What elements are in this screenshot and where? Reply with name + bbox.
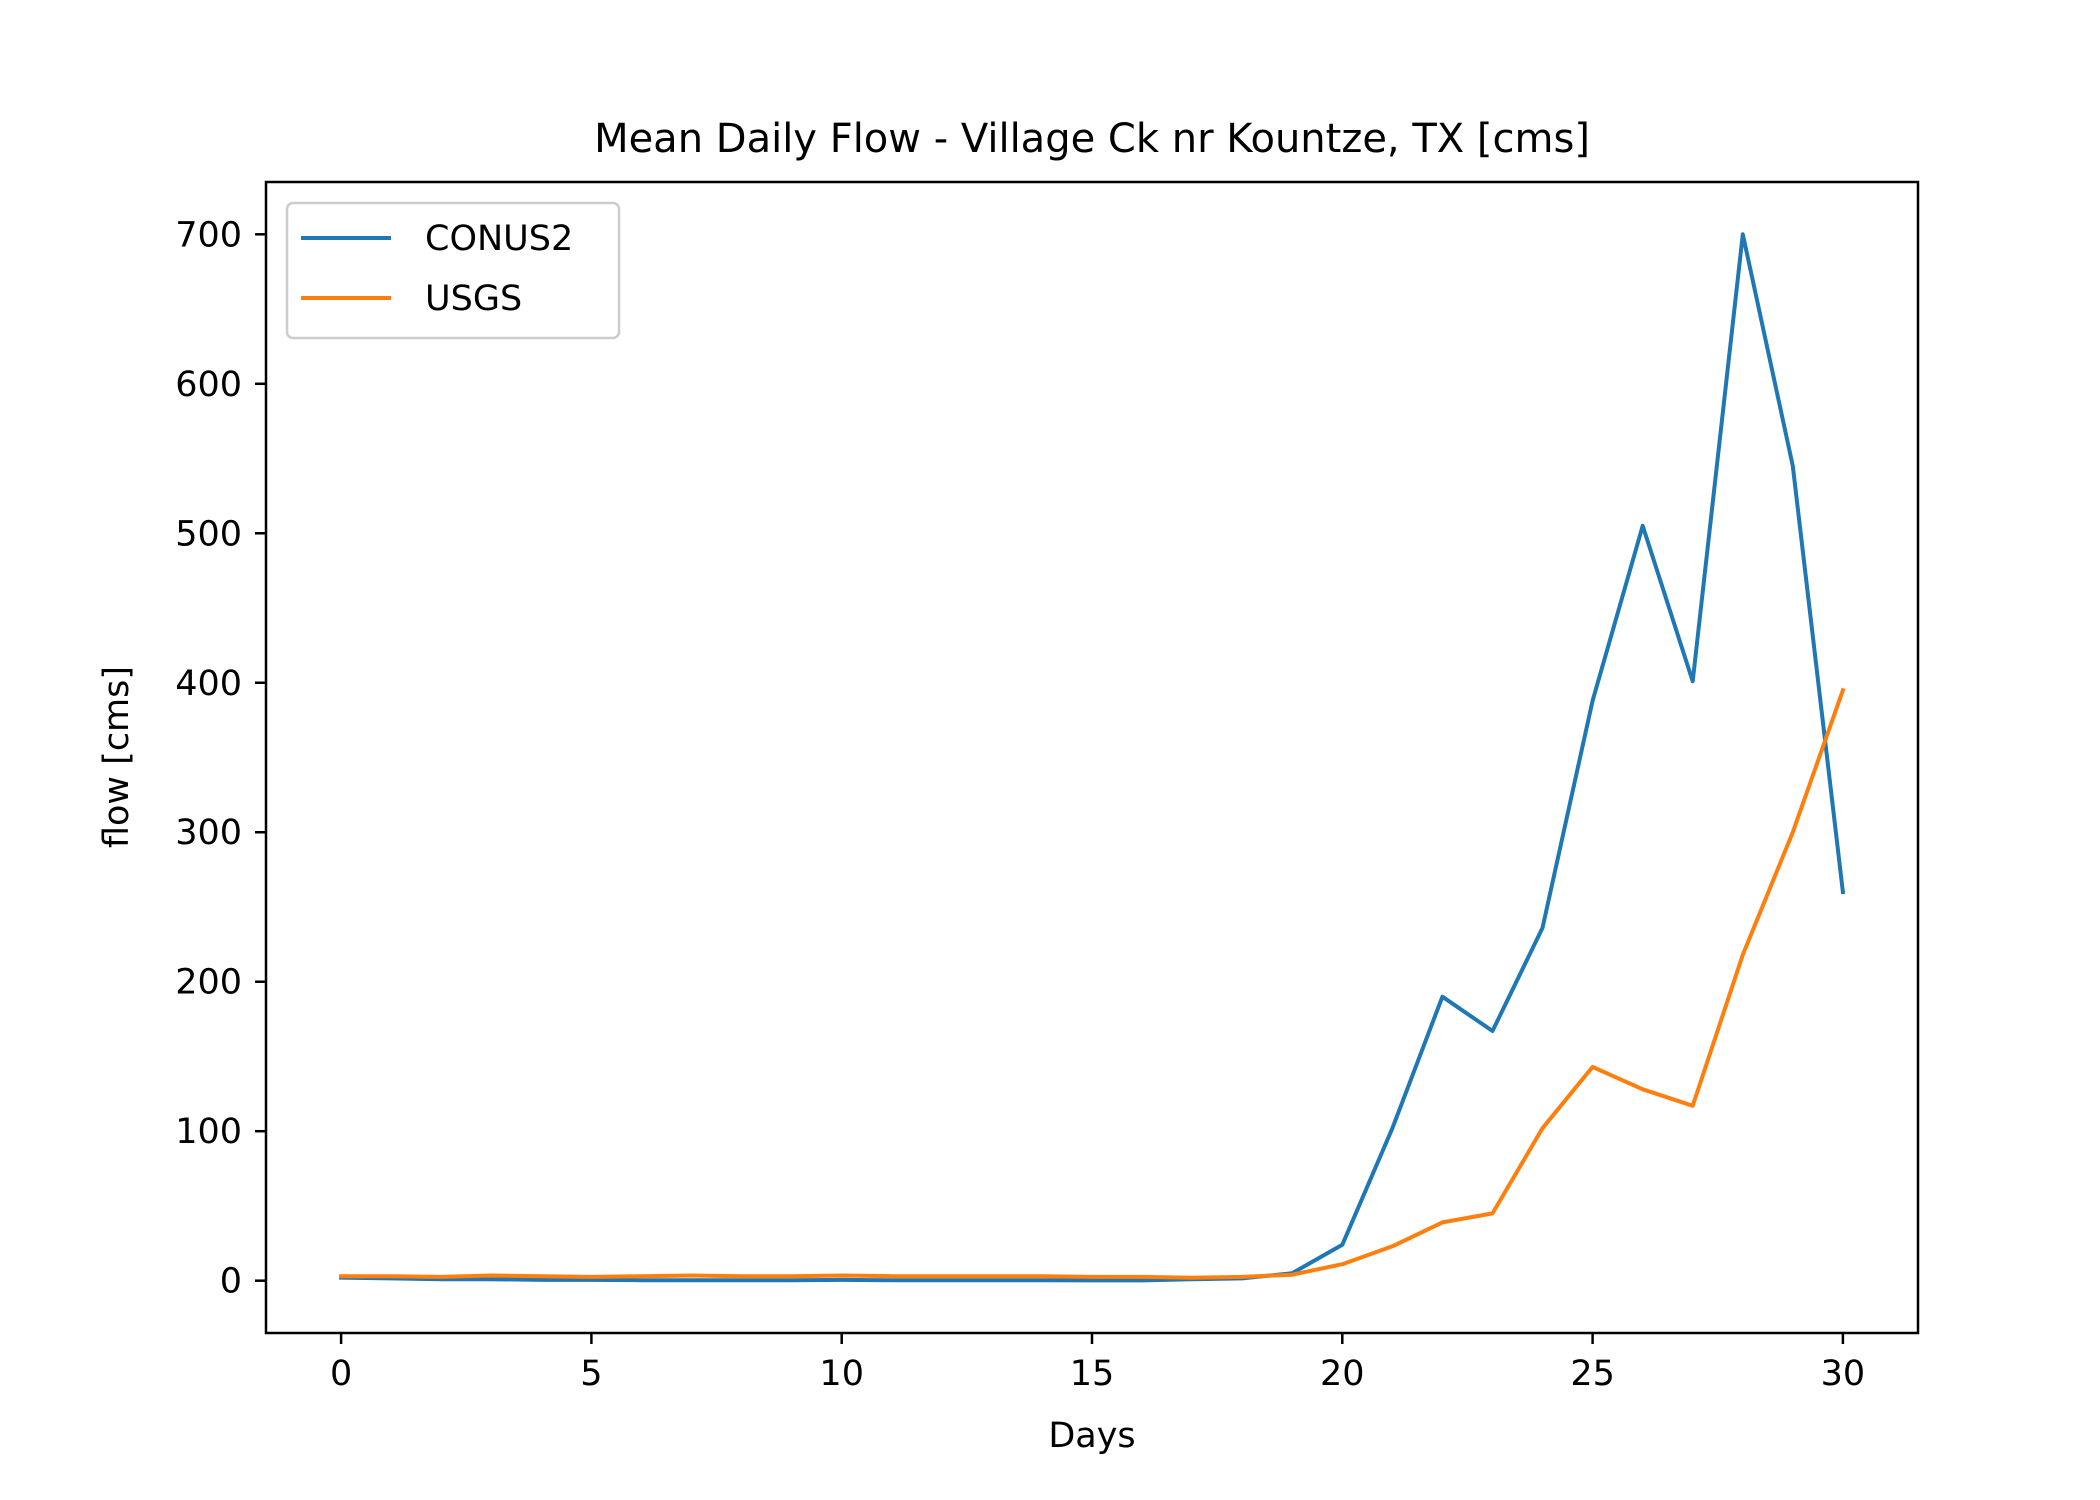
series-line-conus2 bbox=[339, 232, 1846, 1283]
x-tick-label: 15 bbox=[1070, 1354, 1115, 1394]
y-axis-label: flow [cms] bbox=[97, 666, 137, 848]
series-line-usgs bbox=[339, 687, 1846, 1280]
legend-label-usgs: USGS bbox=[425, 279, 522, 319]
y-tick-label: 100 bbox=[175, 1112, 242, 1152]
x-tick-label: 10 bbox=[819, 1354, 864, 1394]
chart-title: Mean Daily Flow - Village Ck nr Kountze,… bbox=[594, 116, 1590, 162]
x-tick-label: 25 bbox=[1570, 1354, 1615, 1394]
x-tick-label: 20 bbox=[1320, 1354, 1365, 1394]
y-tick-label: 400 bbox=[175, 664, 242, 704]
y-tick-label: 500 bbox=[175, 514, 242, 554]
y-tick-label: 600 bbox=[175, 365, 242, 405]
y-axis: 0 100 200 300 400 500 600 700 bbox=[175, 215, 266, 1302]
x-tick-label: 30 bbox=[1821, 1354, 1866, 1394]
legend-label-conus2: CONUS2 bbox=[425, 219, 573, 259]
x-tick-label: 0 bbox=[330, 1354, 352, 1394]
y-tick-label: 200 bbox=[175, 963, 242, 1003]
y-tick-label: 0 bbox=[220, 1262, 242, 1302]
legend: CONUS2 USGS bbox=[285, 201, 621, 340]
x-axis: 0 5 10 15 20 25 30 bbox=[330, 1333, 1865, 1394]
x-axis-label: Days bbox=[1048, 1416, 1135, 1456]
x-tick-label: 5 bbox=[580, 1354, 602, 1394]
y-tick-label: 300 bbox=[175, 813, 242, 853]
y-tick-label: 700 bbox=[175, 215, 242, 255]
series-layer bbox=[339, 232, 1846, 1283]
